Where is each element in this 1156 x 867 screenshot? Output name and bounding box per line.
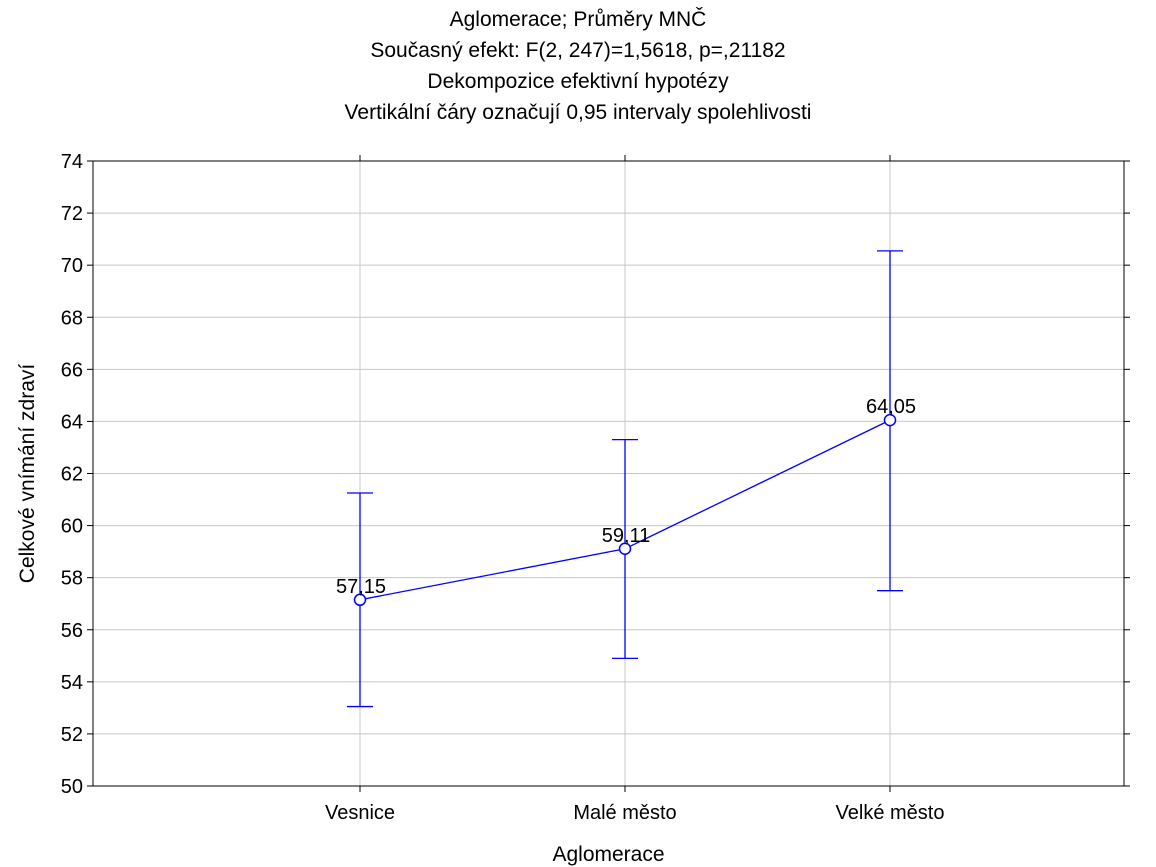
- series-layer: [347, 250, 903, 708]
- chart-title: Aglomerace; Průměry MNČ: [449, 8, 707, 31]
- y-tick-label: 72: [61, 203, 83, 225]
- x-tick-label: Malé město: [573, 802, 676, 824]
- y-tick-label: 74: [61, 151, 83, 173]
- data-value-label: 59,11: [602, 525, 651, 547]
- chart-subtitle-decomposition: Dekompozice efektivní hypotézy: [427, 70, 729, 93]
- chart-title-block: Aglomerace; Průměry MNČ Současný efekt: …: [0, 4, 1156, 128]
- data-value-label: 57,15: [336, 576, 386, 598]
- grid-layer: [93, 161, 1124, 786]
- y-tick-label: 64: [61, 411, 83, 433]
- y-tick-label: 68: [61, 307, 83, 329]
- y-tick-label: 58: [61, 568, 83, 590]
- y-tick-label: 60: [61, 516, 83, 538]
- chart-subtitle-effect: Současný efekt: F(2, 247)=1,5618, p=,211…: [370, 39, 786, 62]
- y-tick-label: 56: [61, 620, 83, 642]
- data-point: [618, 542, 632, 556]
- data-point: [883, 413, 897, 427]
- y-axis-label: Celkové vnímání zdraví: [16, 364, 39, 584]
- data-point: [353, 593, 367, 607]
- labels-layer: 50 52 54 56 58 60 62 64 66 68 70 72 74 Vesnice Malé mě…: [16, 151, 944, 866]
- y-tick-label: 54: [61, 672, 83, 694]
- y-tick-label: 50: [61, 776, 83, 798]
- plot-frame: [92, 160, 1125, 787]
- x-axis-label: Aglomerace: [552, 843, 664, 866]
- y-tick-label: 52: [61, 724, 83, 746]
- x-tick-label: Vesnice: [325, 802, 395, 824]
- data-value-label: 64,05: [866, 396, 916, 418]
- axes-layer: [87, 155, 1130, 792]
- y-tick-label: 66: [61, 359, 83, 381]
- y-tick-label: 70: [61, 255, 83, 277]
- x-tick-label: Velké město: [836, 802, 945, 824]
- chart-subtitle-intervals: Vertikální čáry označují 0,95 intervaly …: [344, 101, 812, 124]
- y-tick-label: 62: [61, 464, 83, 486]
